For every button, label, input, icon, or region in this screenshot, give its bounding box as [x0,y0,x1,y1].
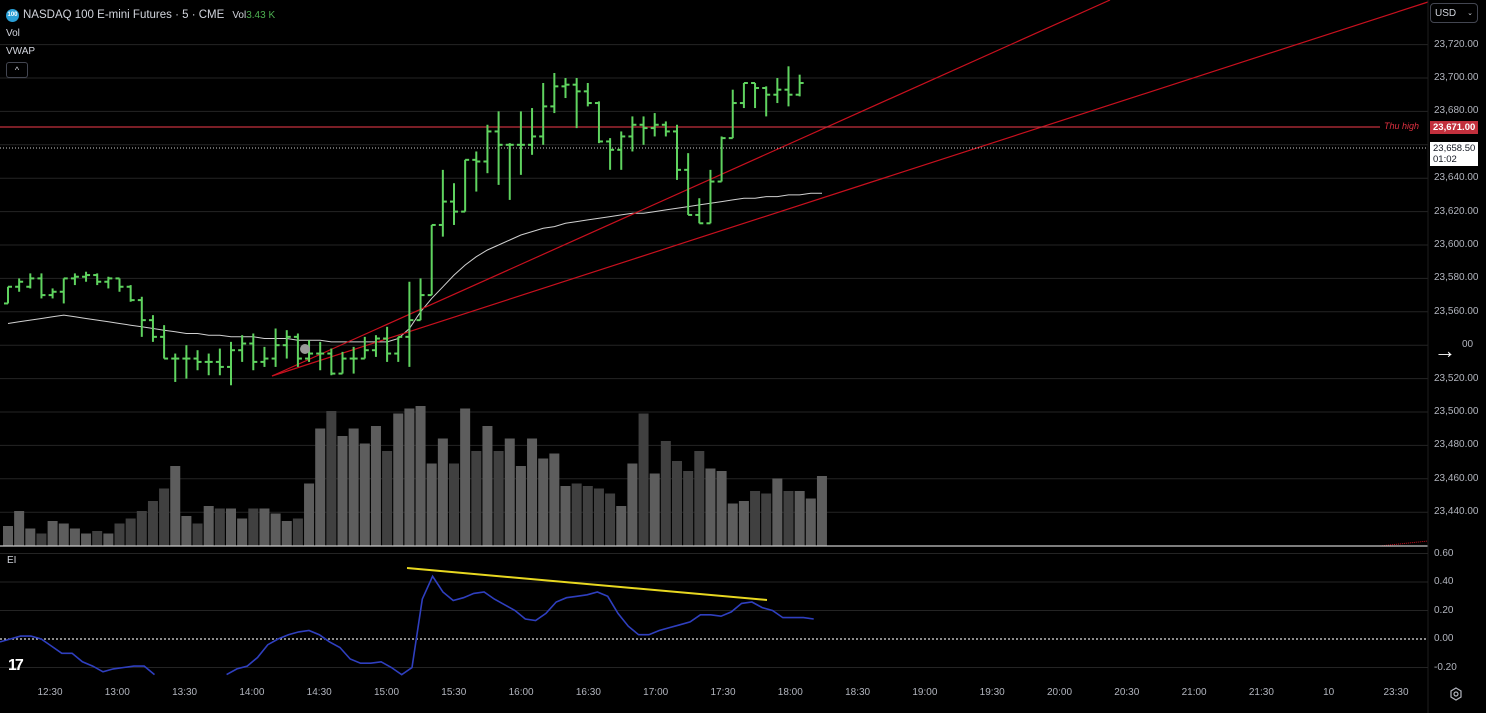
time-axis-label: 19:30 [979,687,1005,698]
time-axis-label: 15:00 [373,687,400,698]
thu-high-label: Thu high [1384,121,1420,131]
time-axis-label: 13:00 [104,687,130,698]
price-axis-label: 23,440.00 [1434,506,1479,518]
time-axis-label: 20:30 [1114,687,1140,698]
ei-grid-lines [0,553,1428,668]
time-axis-label: 21:30 [1248,687,1274,698]
price-axis-label: 23,500.00 [1434,406,1479,417]
chevron-down-icon: ⌄ [1467,10,1473,17]
bar-countdown: 01:02 [1433,154,1457,165]
ei-trendline[interactable] [406,567,768,601]
price-axis-label: 23,720.00 [1434,38,1479,50]
ei-axis-label: 0.60 [1434,547,1454,559]
time-axis-label: 17:00 [643,687,669,698]
alert-icon[interactable] [300,344,310,354]
volume-label: Vol [232,9,247,21]
time-axis-label: 14:00 [239,687,265,698]
time-axis-label: 19:00 [912,687,938,698]
time-axis-label: 16:00 [508,687,534,698]
volume-value: 3.43 K [246,9,276,21]
volume-bars [3,406,827,546]
symbol-logo-icon: 100 [6,8,19,22]
scroll-to-realtime-button[interactable]: → [1432,339,1458,365]
symbol-row[interactable]: 100 NASDAQ 100 E-mini Futures · 5 · CME … [6,6,275,24]
settings-gear-icon[interactable] [1449,687,1463,701]
price-axis-label: 23,700.00 [1434,72,1479,83]
ei-line [0,574,814,676]
partial-price-label: 00 [1462,339,1474,350]
time-axis-label: 16:30 [575,687,601,698]
ei-axis-label: 0.20 [1434,604,1454,616]
price-axis-label: 23,480.00 [1434,439,1479,451]
price-axis-label: 23,600.00 [1434,239,1479,250]
time-axis-label: 23:30 [1383,687,1409,698]
time-axis-label: 15:30 [441,687,467,698]
current-price-tag: 23,658.50 01:02 [1430,142,1478,166]
price-axis-label: 23,580.00 [1434,272,1479,284]
arrow-right-icon: → [1434,338,1456,363]
ei-axis-label: 0.40 [1434,576,1454,587]
indicator-vol[interactable]: Vol [6,27,20,39]
chart-legend: 100 NASDAQ 100 E-mini Futures · 5 · CME … [6,6,275,78]
trendlines[interactable] [271,0,1429,547]
indicator-vwap[interactable]: VWAP [6,45,36,57]
time-axis-label: 10 [1323,687,1335,698]
currency-select[interactable]: USD ⌄ [1430,3,1478,23]
price-axis-label: 23,560.00 [1434,305,1479,317]
time-axis-label: 13:30 [172,687,198,698]
currency-value: USD [1435,7,1457,19]
time-axis-label: 17:30 [710,687,736,698]
ei-axis-label: 0.00 [1434,633,1454,644]
time-axis-label: 18:00 [777,687,803,698]
price-axis-label: 23,620.00 [1434,205,1479,217]
vwap-line [7,192,822,343]
grid-lines [0,44,1428,513]
time-axis-label: 12:30 [37,687,63,698]
ohlc-bars [4,66,804,386]
thu-high-price-tag: 23,671.00 [1430,121,1478,134]
tradingview-logo-icon[interactable]: 17 [8,657,24,674]
price-axis-label: 23,460.00 [1434,472,1479,484]
collapse-legend-button[interactable]: ^ [6,62,28,78]
ei-axis-label: -0.20 [1434,661,1457,673]
current-price-value: 23,658.50 [1433,143,1476,154]
ei-indicator-label[interactable]: EI [7,555,17,566]
price-axis-label: 23,640.00 [1434,172,1479,184]
time-axis-label: 18:30 [845,687,871,698]
price-axis-label: 23,520.00 [1434,372,1479,384]
time-axis-label: 21:00 [1181,687,1207,698]
symbol-title[interactable]: NASDAQ 100 E-mini Futures · 5 · CME [23,9,225,21]
time-axis-label: 20:00 [1046,687,1073,698]
chevron-up-icon: ^ [14,65,20,75]
price-axis-label: 23,680.00 [1434,105,1479,117]
time-axis-label: 14:30 [306,687,332,698]
